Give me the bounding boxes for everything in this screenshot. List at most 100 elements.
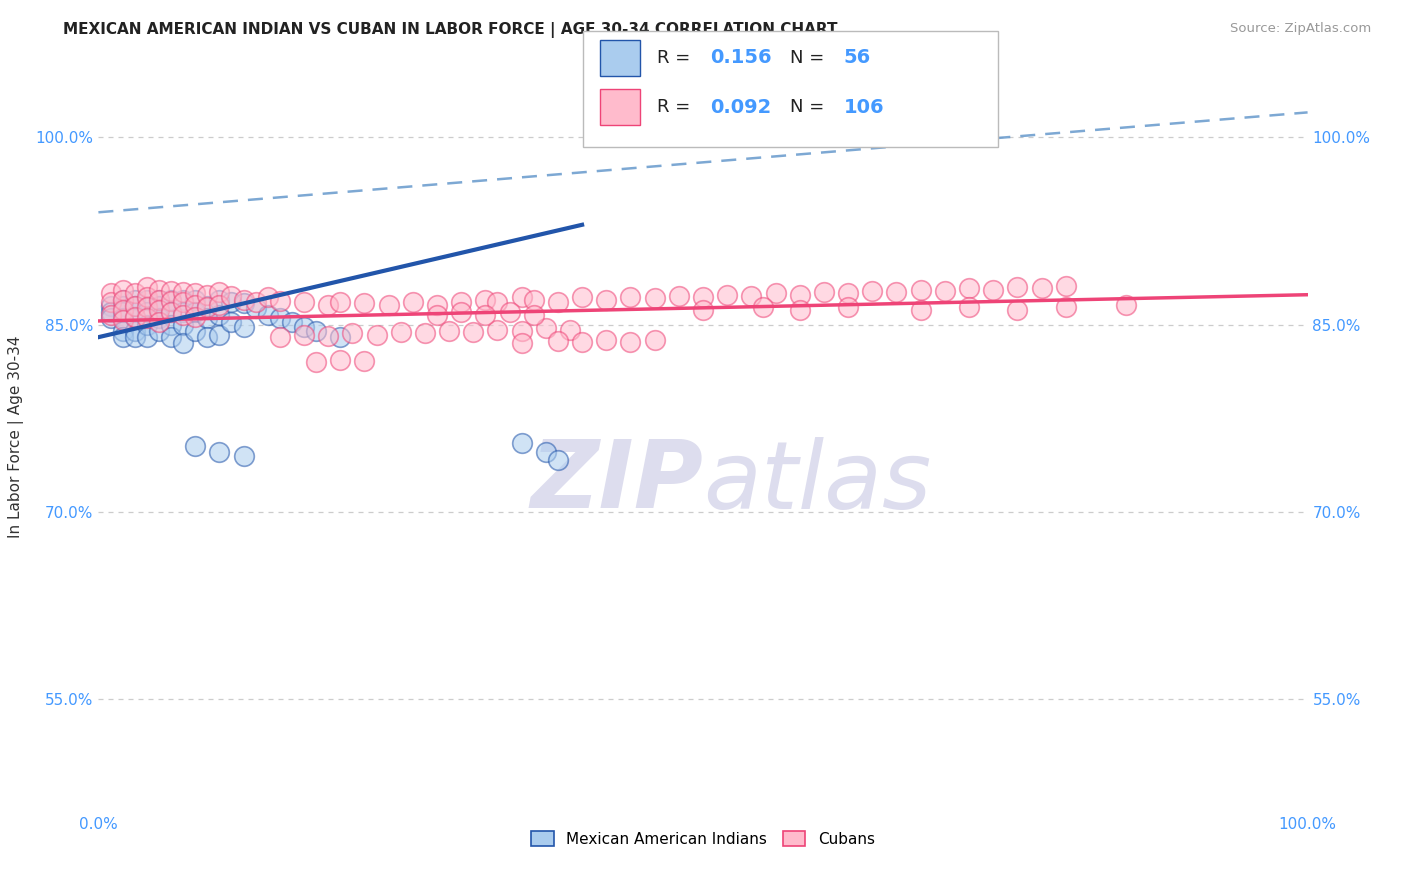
Point <box>172 336 194 351</box>
Point <box>547 452 569 467</box>
Point <box>256 308 278 322</box>
Point <box>172 308 194 322</box>
Point <box>111 299 134 313</box>
Point <box>111 311 134 326</box>
Point <box>124 311 146 326</box>
Point <box>1115 298 1137 312</box>
Point <box>135 290 157 304</box>
Point <box>100 308 122 322</box>
Point <box>232 449 254 463</box>
Point <box>148 293 170 307</box>
Point <box>160 305 183 319</box>
Text: 0.156: 0.156 <box>710 48 772 68</box>
Point <box>292 295 315 310</box>
Point <box>463 325 485 339</box>
Point <box>389 325 412 339</box>
Point <box>111 330 134 344</box>
Point <box>668 289 690 303</box>
Point <box>208 445 231 459</box>
Point <box>813 285 835 300</box>
Point <box>292 320 315 334</box>
Point <box>437 324 460 338</box>
Point <box>232 293 254 307</box>
Point <box>981 283 1004 297</box>
Point <box>1007 302 1029 317</box>
Point <box>1054 300 1077 314</box>
Point <box>111 293 134 307</box>
Point <box>124 299 146 313</box>
Point <box>172 318 194 332</box>
Point <box>111 324 134 338</box>
Point <box>160 318 183 332</box>
Point <box>135 280 157 294</box>
Point <box>316 298 339 312</box>
Point <box>100 295 122 310</box>
Point <box>135 293 157 307</box>
Point <box>160 284 183 298</box>
Point <box>571 335 593 350</box>
Point <box>148 283 170 297</box>
Text: N =: N = <box>790 49 830 67</box>
Point <box>232 296 254 310</box>
Point <box>353 354 375 368</box>
Point <box>100 286 122 301</box>
Point <box>124 299 146 313</box>
Point <box>232 320 254 334</box>
Point <box>619 290 641 304</box>
Point <box>208 327 231 342</box>
Point <box>184 439 207 453</box>
Point <box>111 283 134 297</box>
Text: 0.092: 0.092 <box>710 97 772 117</box>
Point <box>523 293 546 307</box>
Point <box>486 323 509 337</box>
Point <box>135 318 157 332</box>
Point <box>100 299 122 313</box>
Point <box>692 302 714 317</box>
Point <box>124 324 146 338</box>
Point <box>571 290 593 304</box>
Point <box>221 315 243 329</box>
Point <box>184 286 207 301</box>
Point <box>208 293 231 307</box>
Point <box>534 445 557 459</box>
Point <box>934 284 956 298</box>
Point <box>111 312 134 326</box>
Point <box>558 323 581 337</box>
Y-axis label: In Labor Force | Age 30-34: In Labor Force | Age 30-34 <box>8 335 24 539</box>
Point <box>534 321 557 335</box>
Point <box>195 287 218 301</box>
Point <box>124 293 146 307</box>
Point <box>245 301 267 316</box>
Point <box>957 300 980 314</box>
Point <box>269 311 291 326</box>
Point <box>256 290 278 304</box>
Point <box>195 300 218 314</box>
Point <box>195 299 218 313</box>
Point <box>135 311 157 326</box>
Point <box>837 300 859 314</box>
Point <box>221 295 243 310</box>
Point <box>510 436 533 450</box>
Point <box>789 302 811 317</box>
Point <box>160 330 183 344</box>
Point <box>148 315 170 329</box>
Point <box>886 285 908 300</box>
Point <box>160 293 183 307</box>
Point <box>124 286 146 301</box>
Point <box>124 310 146 325</box>
Point <box>208 298 231 312</box>
Point <box>208 285 231 300</box>
Point <box>148 293 170 307</box>
Point <box>100 311 122 326</box>
Point <box>221 289 243 303</box>
Point <box>184 305 207 319</box>
Point <box>135 330 157 344</box>
Point <box>860 284 883 298</box>
Point <box>510 336 533 351</box>
Point <box>160 305 183 319</box>
Legend: Mexican American Indians, Cubans: Mexican American Indians, Cubans <box>526 824 880 853</box>
Point <box>716 287 738 301</box>
Point <box>450 295 472 310</box>
Point <box>160 293 183 308</box>
Point <box>245 295 267 310</box>
